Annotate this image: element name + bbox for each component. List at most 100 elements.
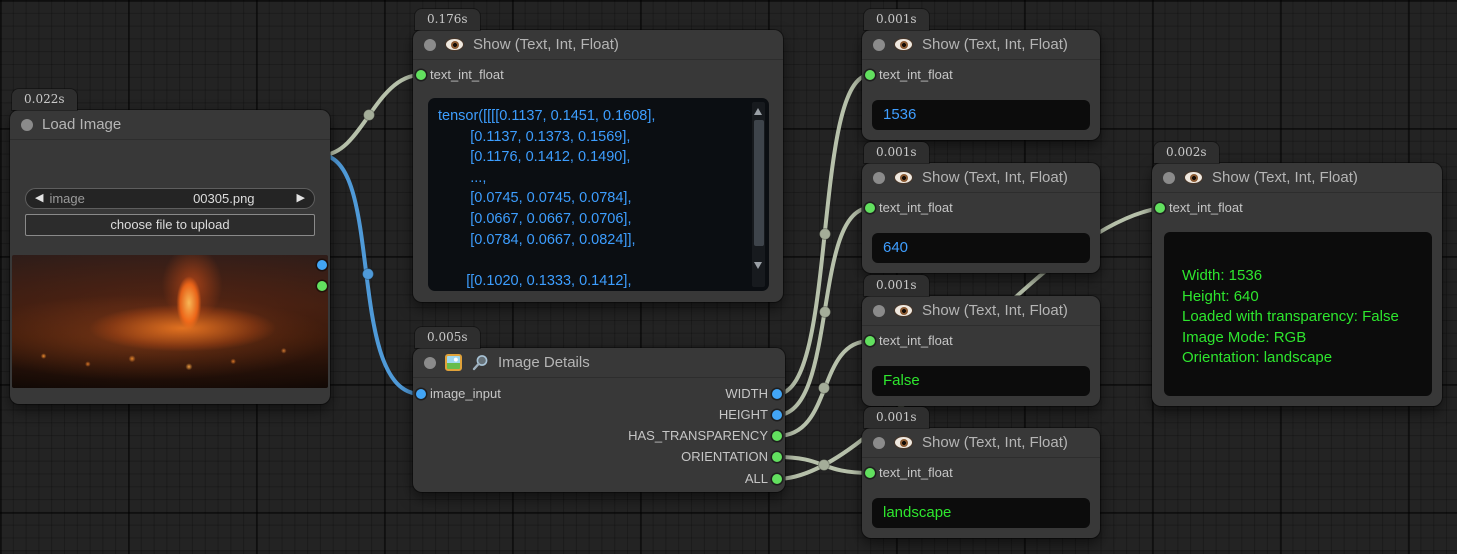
node-header[interactable]: Show (Text, Int, Float) [862,296,1100,326]
input-label: text_int_float [879,333,953,348]
input-slot-text-int-float[interactable] [865,336,875,346]
combo-widget-value: 00305.png [193,191,255,206]
output-slot-height[interactable] [772,410,782,420]
output-slot-all[interactable] [772,474,782,484]
wire-midpoint-dot [362,268,374,280]
eye-icon [894,304,913,317]
input-label: text_int_float [1169,200,1243,215]
choose-file-button[interactable]: choose file to upload [25,214,315,236]
execution-time-badge: 0.001s [864,142,929,163]
output-slot-mask[interactable] [317,281,327,291]
value-text: 1536 [883,106,917,123]
output-label-width: WIDTH [725,386,768,401]
node-status-dot[interactable] [1163,171,1175,184]
output-slot-image[interactable] [317,260,327,270]
tensor-text: tensor([[[[0.1137, 0.1451, 0.1608], [0.1… [438,108,656,289]
execution-time-badge: 0.005s [415,327,480,348]
execution-time-badge: 0.001s [864,9,929,30]
node-status-dot[interactable] [873,436,885,449]
eye-icon [445,38,464,51]
node-status-dot[interactable] [21,118,33,131]
node-header[interactable]: Show (Text, Int, Float) [1152,163,1442,193]
scroll-down-icon[interactable] [754,262,762,269]
eye-icon [894,436,913,449]
input-label: text_int_float [879,200,953,215]
combo-prev-icon[interactable]: ◀ [35,192,44,204]
execution-time-badge: 0.001s [864,275,929,296]
input-slot-text-int-float[interactable] [1155,203,1165,213]
input-slot-text-int-float[interactable] [416,70,426,80]
node-status-dot[interactable] [873,171,885,184]
node-title: Show (Text, Int, Float) [1212,169,1358,186]
node-status-dot[interactable] [424,38,436,51]
output-label-has-transparency: HAS_TRANSPARENCY [628,428,768,443]
input-label: text_int_float [879,67,953,82]
node-title: Show (Text, Int, Float) [473,36,619,53]
output-slot-has-transparency[interactable] [772,431,782,441]
wire-midpoint-dot [819,228,831,240]
node-show-all[interactable]: 0.002s Show (Text, Int, Float) text_int_… [1152,142,1442,406]
value-display[interactable]: 640 [872,233,1090,263]
node-show-width[interactable]: 0.001s Show (Text, Int, Float) text_int_… [862,9,1100,140]
node-header[interactable]: Show (Text, Int, Float) [862,163,1100,193]
image-filename-combo[interactable]: ◀ image 00305.png ▶ [25,188,315,209]
node-title: Load Image [42,116,122,133]
node-title: Show (Text, Int, Float) [922,302,1068,319]
node-status-dot[interactable] [424,356,436,369]
scrollbar[interactable] [752,102,765,287]
input-slot-text-int-float[interactable] [865,468,875,478]
value-text: False [883,372,920,389]
output-label-orientation: ORIENTATION [681,449,768,464]
combo-widget-name: image [49,191,85,206]
execution-time-badge: 0.022s [12,89,77,110]
wire-midpoint-dot [818,459,830,471]
input-label: text_int_float [430,67,504,82]
node-title: Show (Text, Int, Float) [922,169,1068,186]
value-text: landscape [883,504,952,521]
node-show-orientation[interactable]: 0.001s Show (Text, Int, Float) text_int_… [862,407,1100,538]
input-slot-text-int-float[interactable] [865,70,875,80]
output-label-height: HEIGHT [718,407,768,422]
node-show-transparency[interactable]: 0.001s Show (Text, Int, Float) text_int_… [862,275,1100,406]
node-title: Show (Text, Int, Float) [922,36,1068,53]
image-preview [12,255,328,388]
input-label: text_int_float [879,465,953,480]
wire-midpoint-dot [819,306,831,318]
input-slot-text-int-float[interactable] [865,203,875,213]
tensor-text-area[interactable]: tensor([[[[0.1137, 0.1451, 0.1608], [0.1… [428,98,769,291]
input-slot-image-input[interactable] [416,389,426,399]
node-header[interactable]: Load Image [10,110,330,140]
output-slot-orientation[interactable] [772,452,782,462]
node-header[interactable]: Show (Text, Int, Float) [413,30,783,60]
execution-time-badge: 0.002s [1154,142,1219,163]
node-show-tensor[interactable]: 0.176s Show (Text, Int, Float) text_int_… [413,9,783,302]
eye-icon [894,171,913,184]
wire-midpoint-dot [363,109,375,121]
execution-time-badge: 0.001s [864,407,929,428]
eye-icon [894,38,913,51]
node-show-height[interactable]: 0.001s Show (Text, Int, Float) text_int_… [862,142,1100,273]
node-status-dot[interactable] [873,38,885,51]
node-header[interactable]: Show (Text, Int, Float) [862,428,1100,458]
execution-time-badge: 0.176s [415,9,480,30]
node-status-dot[interactable] [873,304,885,317]
scrollbar-thumb[interactable] [753,120,764,246]
node-header[interactable]: Show (Text, Int, Float) [862,30,1100,60]
value-text: Width: 1536 Height: 640 Loaded with tran… [1182,267,1399,366]
output-label-all: ALL [744,471,768,486]
magnifier-icon [472,354,488,370]
input-label: image_input [430,386,501,401]
value-display[interactable]: False [872,366,1090,396]
node-image-details[interactable]: 0.005s Image Details image_input WIDTH H… [413,327,785,492]
value-display[interactable]: landscape [872,498,1090,528]
node-load-image[interactable]: 0.022s Load Image IMAGE MASK ◀ image 003… [10,89,330,404]
value-display[interactable]: 1536 [872,100,1090,130]
value-display[interactable]: Width: 1536 Height: 640 Loaded with tran… [1164,232,1432,396]
combo-next-icon[interactable]: ▶ [296,192,305,204]
node-header[interactable]: Image Details [413,348,785,378]
eye-icon [1184,171,1203,184]
picture-icon [445,354,462,371]
scroll-up-icon[interactable] [754,108,762,115]
output-slot-width[interactable] [772,389,782,399]
